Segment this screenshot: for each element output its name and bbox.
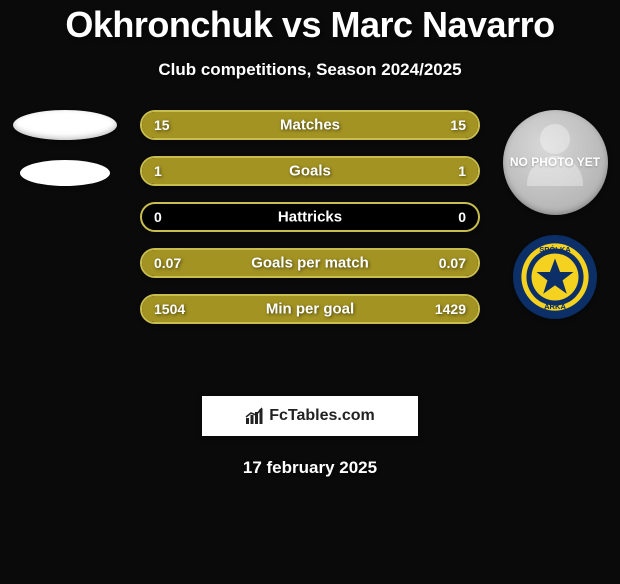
comparison-area: 15 Matches 15 1 Goals 1 0 Hattricks 0 0.07 Goals p… — [10, 110, 610, 370]
player-right-club-badge: SPÓŁKA ARKA — [513, 235, 597, 319]
stat-bar: 1 Goals 1 — [140, 156, 480, 186]
stat-value-right: 15 — [450, 117, 466, 133]
stat-label: Goals per match — [251, 255, 369, 272]
stat-value-left: 0 — [154, 209, 162, 225]
stat-label: Goals — [289, 163, 331, 180]
stat-value-right: 1429 — [435, 301, 466, 317]
stat-value-right: 0.07 — [439, 255, 466, 271]
stat-label: Min per goal — [266, 301, 354, 318]
chart-icon — [245, 407, 263, 425]
stat-bar: 15 Matches 15 — [140, 110, 480, 140]
brand-box[interactable]: FcTables.com — [202, 396, 418, 436]
player-right-avatar: NO PHOTO YET — [503, 110, 608, 215]
svg-text:ARKA: ARKA — [544, 302, 566, 311]
date-text: 17 february 2025 — [10, 458, 610, 478]
page-title: Okhronchuk vs Marc Navarro — [10, 4, 610, 46]
stat-bar: 0 Hattricks 0 — [140, 202, 480, 232]
subtitle: Club competitions, Season 2024/2025 — [10, 60, 610, 80]
stat-label: Matches — [280, 117, 340, 134]
avatar-placeholder-icon — [540, 124, 570, 154]
stat-value-right: 1 — [458, 163, 466, 179]
club-crest-icon: SPÓŁKA ARKA — [513, 235, 597, 319]
bar-fill-right — [310, 158, 478, 184]
stat-label: Hattricks — [278, 209, 342, 226]
player-left-avatar — [13, 110, 117, 140]
bar-fill-left — [142, 158, 310, 184]
stat-value-left: 1504 — [154, 301, 185, 317]
stat-value-left: 0.07 — [154, 255, 181, 271]
stat-value-right: 0 — [458, 209, 466, 225]
player-left-column — [10, 110, 120, 186]
player-left-club-badge — [20, 160, 110, 186]
stat-bar: 0.07 Goals per match 0.07 — [140, 248, 480, 278]
svg-text:SPÓŁKA: SPÓŁKA — [539, 245, 571, 254]
avatar-placeholder-icon — [527, 156, 583, 186]
brand-label: FcTables.com — [269, 407, 375, 425]
stat-bars: 15 Matches 15 1 Goals 1 0 Hattricks 0 0.07 Goals p… — [140, 110, 480, 324]
stat-bar: 1504 Min per goal 1429 — [140, 294, 480, 324]
player-right-column: NO PHOTO YET SPÓŁKA ARKA — [500, 110, 610, 319]
stat-value-left: 1 — [154, 163, 162, 179]
stat-value-left: 15 — [154, 117, 170, 133]
